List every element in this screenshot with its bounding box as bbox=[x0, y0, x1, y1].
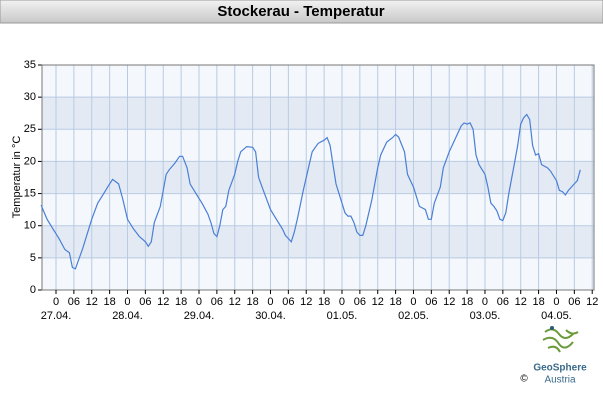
date-label: 28.04. bbox=[112, 310, 143, 322]
x-tick-label: 12 bbox=[443, 296, 455, 308]
band bbox=[42, 161, 594, 194]
y-tick-label: 30 bbox=[24, 91, 36, 103]
y-tick-label: 5 bbox=[30, 252, 36, 264]
x-tick-label: 18 bbox=[103, 296, 115, 308]
temperature-line bbox=[40, 113, 581, 270]
x-tick-label: 06 bbox=[139, 296, 151, 308]
band bbox=[42, 65, 594, 98]
x-tick-label: 06 bbox=[211, 296, 223, 308]
x-tick-label: 18 bbox=[389, 296, 401, 308]
logo-sub: Austria bbox=[544, 375, 576, 386]
x-tick-label: 18 bbox=[532, 296, 544, 308]
date-label: 04.05. bbox=[541, 310, 572, 322]
x-tick-label: 06 bbox=[354, 296, 366, 308]
title-bar bbox=[0, 0, 603, 24]
date-label: 03.05. bbox=[470, 310, 501, 322]
x-tick-label: 0 bbox=[53, 296, 59, 308]
y-axis-label: Temperatur in °C bbox=[11, 136, 23, 219]
x-tick-label: 06 bbox=[282, 296, 294, 308]
band bbox=[42, 129, 594, 162]
date-label: 30.04. bbox=[255, 310, 286, 322]
x-tick-label: 12 bbox=[157, 296, 169, 308]
y-tick-label: 15 bbox=[24, 187, 36, 199]
x-tick-label: 0 bbox=[553, 296, 559, 308]
x-tick-label: 06 bbox=[425, 296, 437, 308]
date-label: 29.04. bbox=[184, 310, 215, 322]
x-tick-label: 18 bbox=[461, 296, 473, 308]
x-tick-label: 0 bbox=[124, 296, 130, 308]
y-tick-label: 10 bbox=[24, 220, 36, 232]
x-tick-label: 06 bbox=[568, 296, 580, 308]
y-tick-label: 25 bbox=[24, 123, 36, 135]
logo-dot bbox=[550, 326, 554, 330]
x-tick-label: 12 bbox=[515, 296, 527, 308]
x-tick-label: 0 bbox=[196, 296, 202, 308]
x-tick-label: 0 bbox=[410, 296, 416, 308]
x-tick-label: 12 bbox=[229, 296, 241, 308]
y-tick-label: 20 bbox=[24, 155, 36, 167]
y-tick-label: 0 bbox=[30, 284, 36, 296]
plot-frame bbox=[41, 64, 595, 291]
logo-name: GeoSphere bbox=[533, 363, 587, 374]
logo-mark bbox=[542, 328, 579, 353]
date-label: 27.04. bbox=[41, 310, 72, 322]
x-tick-label: 18 bbox=[175, 296, 187, 308]
x-tick-label: 12 bbox=[372, 296, 384, 308]
x-tick-label: 12 bbox=[586, 296, 598, 308]
x-tick-label: 0 bbox=[482, 296, 488, 308]
y-tick-label: 35 bbox=[24, 59, 36, 71]
band bbox=[42, 257, 594, 290]
logo: GeoSphere Austria © bbox=[520, 326, 587, 386]
x-tick-label: 0 bbox=[267, 296, 273, 308]
x-tick-label: 06 bbox=[68, 296, 80, 308]
band bbox=[42, 97, 594, 130]
x-tick-label: 18 bbox=[246, 296, 258, 308]
x-tick-label: 12 bbox=[86, 296, 98, 308]
date-label: 01.05. bbox=[327, 310, 358, 322]
chart-title: Stockerau - Temperatur bbox=[217, 3, 384, 20]
x-tick-label: 18 bbox=[318, 296, 330, 308]
date-label: 02.05. bbox=[398, 310, 429, 322]
x-tick-label: 06 bbox=[497, 296, 509, 308]
x-tick-label: 12 bbox=[300, 296, 312, 308]
copyright: © bbox=[520, 374, 528, 385]
band bbox=[42, 225, 594, 258]
x-tick-label: 0 bbox=[339, 296, 345, 308]
